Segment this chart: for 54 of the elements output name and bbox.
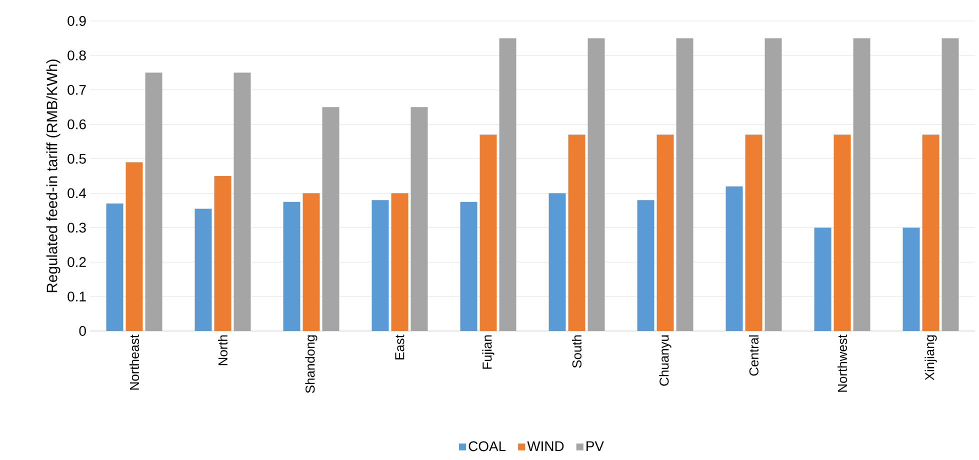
bar	[391, 193, 408, 331]
y-tick-label: 0.9	[68, 16, 86, 26]
bar	[460, 202, 478, 331]
bar	[588, 38, 605, 331]
bar	[656, 134, 674, 331]
bar	[106, 204, 124, 331]
y-tick-label: 0.4	[68, 188, 86, 198]
bar	[126, 162, 143, 331]
bar	[283, 202, 300, 331]
bar	[745, 134, 762, 331]
x-tick-label: Xinjiang	[924, 335, 937, 380]
bar	[480, 134, 497, 331]
bar	[234, 72, 251, 331]
x-tick-label: Northwest	[838, 334, 848, 392]
x-tick-label: North	[218, 335, 228, 366]
legend-label: PV	[586, 441, 604, 451]
x-tick-label: East	[395, 334, 404, 360]
x-tick-label: Shandong	[305, 335, 318, 393]
bar	[676, 38, 694, 331]
y-tick-label: 0.2	[68, 257, 86, 268]
bar	[922, 134, 940, 331]
bar	[548, 193, 566, 331]
bar	[568, 134, 586, 331]
legend-label: COAL	[468, 441, 506, 452]
bar	[726, 186, 743, 331]
bar	[214, 176, 232, 331]
bar	[302, 193, 320, 331]
bar	[764, 38, 782, 331]
bar	[902, 228, 920, 331]
x-tick-label: Chuanyu	[659, 335, 672, 386]
bar	[834, 134, 851, 331]
y-tick-label: 0.3	[68, 222, 86, 233]
bar	[814, 228, 832, 331]
x-tick-label: Fujian	[482, 335, 494, 369]
y-tick-label: 0	[79, 326, 86, 336]
y-tick-label: 0.6	[68, 119, 86, 130]
y-tick-label: 0.7	[68, 84, 86, 95]
y-tick-label: 0.8	[68, 50, 86, 60]
bar	[637, 200, 654, 331]
x-tick-label: South	[572, 335, 582, 368]
bar	[322, 107, 340, 331]
bar	[372, 200, 389, 331]
y-tick-label: 0.5	[68, 154, 86, 164]
bar	[145, 72, 162, 331]
legend-label: WIND	[527, 441, 564, 451]
bar	[853, 38, 870, 331]
x-tick-label: Northeast	[129, 334, 140, 390]
bar	[942, 38, 959, 331]
y-tick-label: 0.1	[68, 292, 86, 302]
bar	[194, 208, 212, 331]
x-tick-label: Central	[749, 335, 759, 376]
bar	[499, 38, 516, 331]
y-axis-title: Regulated feed-in tariff (RMB/KWh)	[46, 60, 60, 292]
bar	[410, 107, 428, 331]
